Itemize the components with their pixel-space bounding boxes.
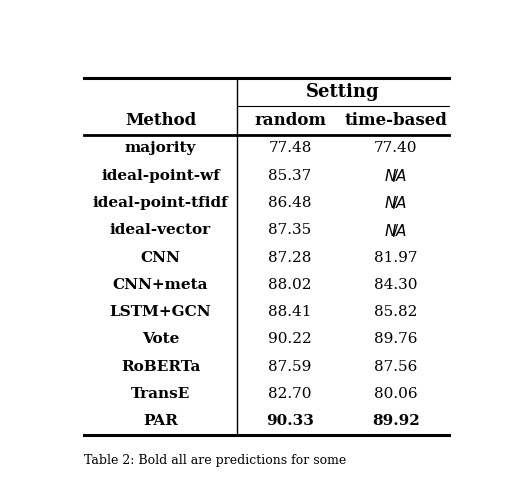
Text: Table 2: Bold all are predictions for some: Table 2: Bold all are predictions for so…: [84, 454, 346, 467]
Text: 85.37: 85.37: [268, 169, 312, 183]
Text: 77.48: 77.48: [268, 141, 312, 155]
Text: 81.97: 81.97: [374, 250, 418, 265]
Text: CNN+meta: CNN+meta: [113, 278, 208, 292]
Text: 89.76: 89.76: [374, 333, 418, 346]
Text: $\mathit{N\!/\!A}$: $\mathit{N\!/\!A}$: [385, 167, 408, 184]
Text: TransE: TransE: [131, 387, 190, 401]
Text: 90.33: 90.33: [266, 414, 314, 428]
Text: Method: Method: [125, 112, 196, 129]
Text: ideal-vector: ideal-vector: [110, 223, 211, 237]
Text: 87.59: 87.59: [268, 360, 312, 373]
Text: 77.40: 77.40: [374, 141, 418, 155]
Text: ideal-point-tfidf: ideal-point-tfidf: [93, 196, 228, 210]
Text: ideal-point-wf: ideal-point-wf: [101, 169, 220, 183]
Text: 90.22: 90.22: [268, 333, 312, 346]
Text: 82.70: 82.70: [268, 387, 312, 401]
Text: LSTM+GCN: LSTM+GCN: [110, 305, 211, 319]
Text: 80.06: 80.06: [374, 387, 418, 401]
Text: 87.35: 87.35: [268, 223, 312, 237]
Text: Vote: Vote: [142, 333, 179, 346]
Text: random: random: [254, 112, 326, 129]
Text: 86.48: 86.48: [268, 196, 312, 210]
Text: PAR: PAR: [143, 414, 178, 428]
Text: 87.56: 87.56: [374, 360, 418, 373]
Text: 87.28: 87.28: [268, 250, 312, 265]
Text: 84.30: 84.30: [374, 278, 418, 292]
Text: $\mathit{N\!/\!A}$: $\mathit{N\!/\!A}$: [385, 194, 408, 212]
Text: CNN: CNN: [141, 250, 180, 265]
Text: Setting: Setting: [306, 83, 380, 101]
Text: 89.92: 89.92: [372, 414, 420, 428]
Text: 88.02: 88.02: [268, 278, 312, 292]
Text: $\mathit{N\!/\!A}$: $\mathit{N\!/\!A}$: [385, 222, 408, 239]
Text: 88.41: 88.41: [268, 305, 312, 319]
Text: 85.82: 85.82: [374, 305, 418, 319]
Text: majority: majority: [125, 141, 196, 155]
Text: time-based: time-based: [345, 112, 447, 129]
Text: RoBERTa: RoBERTa: [121, 360, 200, 373]
